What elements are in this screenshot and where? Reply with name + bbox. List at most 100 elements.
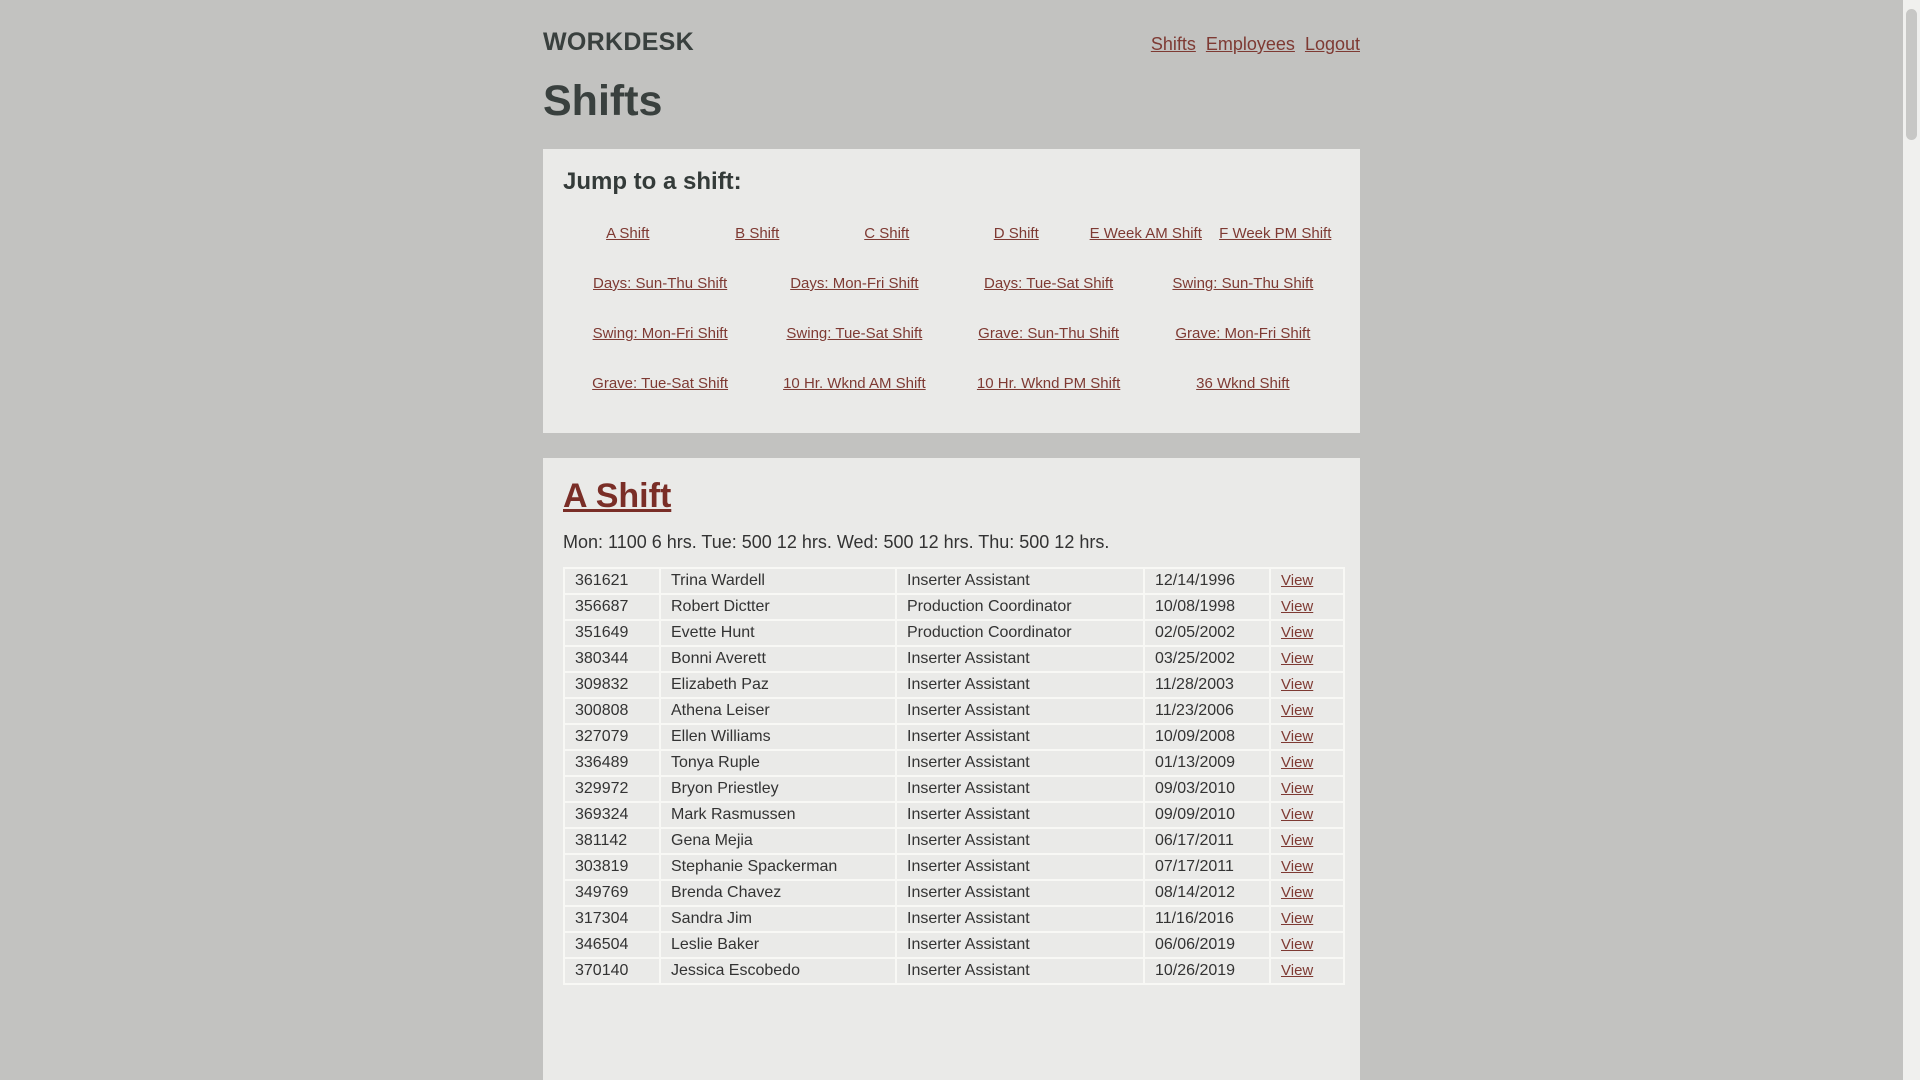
employee-position-cell: Inserter Assistant: [895, 697, 1145, 725]
scrollbar-thumb[interactable]: [1906, 9, 1917, 140]
employee-name-cell: Trina Wardell: [659, 567, 897, 595]
jump-link-row: A Shift B Shift C Shift D Shift E Week AM Sh…: [563, 209, 1340, 259]
jump-cell: E Week AM Shift: [1081, 225, 1211, 243]
view-link[interactable]: View: [1281, 780, 1314, 797]
view-link[interactable]: View: [1281, 858, 1314, 875]
view-cell: View: [1269, 723, 1345, 751]
shift-title-link[interactable]: A Shift: [563, 477, 672, 515]
view-cell: View: [1269, 827, 1345, 855]
jump-link-d-shift[interactable]: D Shift: [993, 225, 1039, 242]
view-link[interactable]: View: [1281, 598, 1314, 615]
employee-date-cell: 02/05/2002: [1143, 619, 1271, 647]
employee-row: 300808 Athena Leiser Inserter Assistant 11/…: [563, 697, 1345, 725]
jump-cell: Grave: Tue-Sat Shift: [563, 375, 757, 393]
view-link[interactable]: View: [1281, 754, 1314, 771]
employee-row: 329972 Bryon Priestley Inserter Assistant 0…: [563, 775, 1345, 803]
jump-link-row: Grave: Tue-Sat Shift 10 Hr. Wknd AM Shift…: [563, 359, 1340, 409]
jump-link-days-sun-thu-shift[interactable]: Days: Sun-Thu Shift: [593, 275, 728, 292]
jump-link-36-wknd-shift[interactable]: 36 Wknd Shift: [1196, 375, 1290, 392]
employee-position-cell: Inserter Assistant: [895, 957, 1145, 985]
view-cell: View: [1269, 671, 1345, 699]
nav-link-shifts[interactable]: Shifts: [1150, 34, 1196, 54]
jump-link-swing-tue-sat-shift[interactable]: Swing: Tue-Sat Shift: [786, 325, 923, 342]
view-cell: View: [1269, 957, 1345, 985]
jump-cell: Grave: Mon-Fri Shift: [1146, 325, 1340, 343]
employee-row: 317304 Sandra Jim Inserter Assistant 11/16/…: [563, 905, 1345, 933]
view-cell: View: [1269, 645, 1345, 673]
view-cell: View: [1269, 905, 1345, 933]
nav-link-employees[interactable]: Employees: [1205, 34, 1295, 54]
jump-link-grave-mon-fri-shift[interactable]: Grave: Mon-Fri Shift: [1175, 325, 1311, 342]
employee-position-cell: Inserter Assistant: [895, 853, 1145, 881]
employee-name-cell: Evette Hunt: [659, 619, 897, 647]
view-link[interactable]: View: [1281, 650, 1314, 667]
employee-row: 380344 Bonni Averett Inserter Assistant 03/…: [563, 645, 1345, 673]
view-link[interactable]: View: [1281, 910, 1314, 927]
employee-name-cell: Brenda Chavez: [659, 879, 897, 907]
employee-name-cell: Ellen Williams: [659, 723, 897, 751]
jump-link-10-hr-wknd-am-shift[interactable]: 10 Hr. Wknd AM Shift: [783, 375, 926, 392]
employee-name-cell: Athena Leiser: [659, 697, 897, 725]
jump-link-row: Swing: Mon-Fri Shift Swing: Tue-Sat Shift…: [563, 309, 1340, 359]
topbar: WORKDESK Shifts Employees Logout: [543, 28, 1360, 57]
jump-link-c-shift[interactable]: C Shift: [864, 225, 910, 242]
view-cell: View: [1269, 567, 1345, 595]
jump-link-days-tue-sat-shift[interactable]: Days: Tue-Sat Shift: [984, 275, 1114, 292]
jump-link-f-week-pm-shift[interactable]: F Week PM Shift: [1219, 225, 1332, 242]
employee-row: 303819 Stephanie Spackerman Inserter Assis…: [563, 853, 1345, 881]
view-link[interactable]: View: [1281, 624, 1314, 641]
jump-link-swing-sun-thu-shift[interactable]: Swing: Sun-Thu Shift: [1172, 275, 1314, 292]
jump-cell: Swing: Mon-Fri Shift: [563, 325, 757, 343]
view-link[interactable]: View: [1281, 832, 1314, 849]
employee-position-cell: Inserter Assistant: [895, 567, 1145, 595]
employee-name-cell: Mark Rasmussen: [659, 801, 897, 829]
shift-section: A Shift Mon: 1100 6 hrs. Tue: 500 12 hrs…: [543, 458, 1360, 1080]
employee-row: 351649 Evette Hunt Production Coordinator 0…: [563, 619, 1345, 647]
view-link[interactable]: View: [1281, 806, 1314, 823]
view-link[interactable]: View: [1281, 572, 1314, 589]
jump-link-grave-tue-sat-shift[interactable]: Grave: Tue-Sat Shift: [592, 375, 729, 392]
employee-date-cell: 07/17/2011: [1143, 853, 1271, 881]
view-link[interactable]: View: [1281, 728, 1314, 745]
employee-id-cell: 380344: [563, 645, 661, 673]
jump-link-b-shift[interactable]: B Shift: [735, 225, 780, 242]
view-cell: View: [1269, 931, 1345, 959]
employee-position-cell: Inserter Assistant: [895, 749, 1145, 777]
view-link[interactable]: View: [1281, 884, 1314, 901]
view-cell: View: [1269, 775, 1345, 803]
view-link[interactable]: View: [1281, 702, 1314, 719]
jump-cell: Swing: Sun-Thu Shift: [1146, 275, 1340, 293]
jump-panel: Jump to a shift: A Shift B Shift C Shift D …: [543, 149, 1360, 433]
jump-link-grave-sun-thu-shift[interactable]: Grave: Sun-Thu Shift: [978, 325, 1120, 342]
jump-link-10-hr-wknd-pm-shift[interactable]: 10 Hr. Wknd PM Shift: [976, 375, 1121, 392]
employee-date-cell: 10/09/2008: [1143, 723, 1271, 751]
employee-id-cell: 370140: [563, 957, 661, 985]
jump-link-swing-mon-fri-shift[interactable]: Swing: Mon-Fri Shift: [592, 325, 728, 342]
employee-name-cell: Elizabeth Paz: [659, 671, 897, 699]
employee-position-cell: Inserter Assistant: [895, 827, 1145, 855]
employee-date-cell: 11/16/2016: [1143, 905, 1271, 933]
jump-cell: 36 Wknd Shift: [1146, 375, 1340, 393]
employee-date-cell: 06/17/2011: [1143, 827, 1271, 855]
employee-date-cell: 03/25/2002: [1143, 645, 1271, 673]
employee-row: 327079 Ellen Williams Inserter Assistant 10…: [563, 723, 1345, 751]
employee-name-cell: Jessica Escobedo: [659, 957, 897, 985]
view-link[interactable]: View: [1281, 676, 1314, 693]
jump-cell: C Shift: [822, 225, 952, 243]
nav-link-logout[interactable]: Logout: [1304, 34, 1360, 54]
employee-date-cell: 09/03/2010: [1143, 775, 1271, 803]
employee-row: 381142 Gena Mejia Inserter Assistant 06/17/…: [563, 827, 1345, 855]
jump-cell: F Week PM Shift: [1211, 225, 1341, 243]
view-link[interactable]: View: [1281, 936, 1314, 953]
jump-link-days-mon-fri-shift[interactable]: Days: Mon-Fri Shift: [790, 275, 919, 292]
jump-link-a-shift[interactable]: A Shift: [606, 225, 650, 242]
view-link[interactable]: View: [1281, 962, 1314, 979]
employee-name-cell: Bonni Averett: [659, 645, 897, 673]
jump-link-e-week-am-shift[interactable]: E Week AM Shift: [1089, 225, 1202, 242]
employee-id-cell: 349769: [563, 879, 661, 907]
employee-position-cell: Inserter Assistant: [895, 879, 1145, 907]
scrollbar-track[interactable]: [1903, 0, 1920, 1080]
employee-name-cell: Bryon Priestley: [659, 775, 897, 803]
employee-table: 361621 Trina Wardell Inserter Assistant 12/…: [563, 567, 1345, 985]
